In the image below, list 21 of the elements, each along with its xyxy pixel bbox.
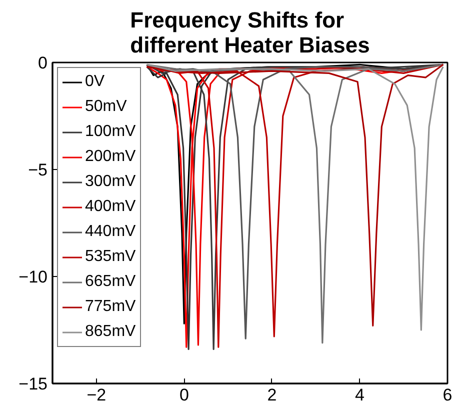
x-tick-label: 4 [354, 386, 364, 404]
x-tick-label: −2 [86, 386, 106, 404]
y-tick-label: −10 [18, 268, 48, 286]
legend-label: 665mV [85, 272, 136, 292]
legend-label: 100mV [85, 122, 136, 142]
x-tick-label: 0 [179, 386, 189, 404]
legend-label: 300mV [85, 172, 136, 192]
legend-label: 0V [85, 72, 105, 92]
legend-label: 400mV [85, 197, 136, 217]
legend-label: 535mV [85, 247, 136, 267]
y-tick-label: −5 [28, 160, 48, 180]
legend-label: 440mV [85, 222, 136, 242]
y-tick-label: 0 [38, 54, 48, 72]
legend-label: 775mV [85, 297, 136, 317]
chart-title: Frequency Shifts for different Heater Biases [130, 8, 370, 58]
legend-label: 200mV [85, 147, 136, 167]
legend-label: 865mV [85, 322, 136, 342]
legend-label: 50mV [85, 97, 127, 117]
y-tick-label: −15 [18, 374, 48, 394]
x-tick-label: 6 [442, 386, 452, 404]
x-tick-label: 2 [267, 386, 277, 404]
